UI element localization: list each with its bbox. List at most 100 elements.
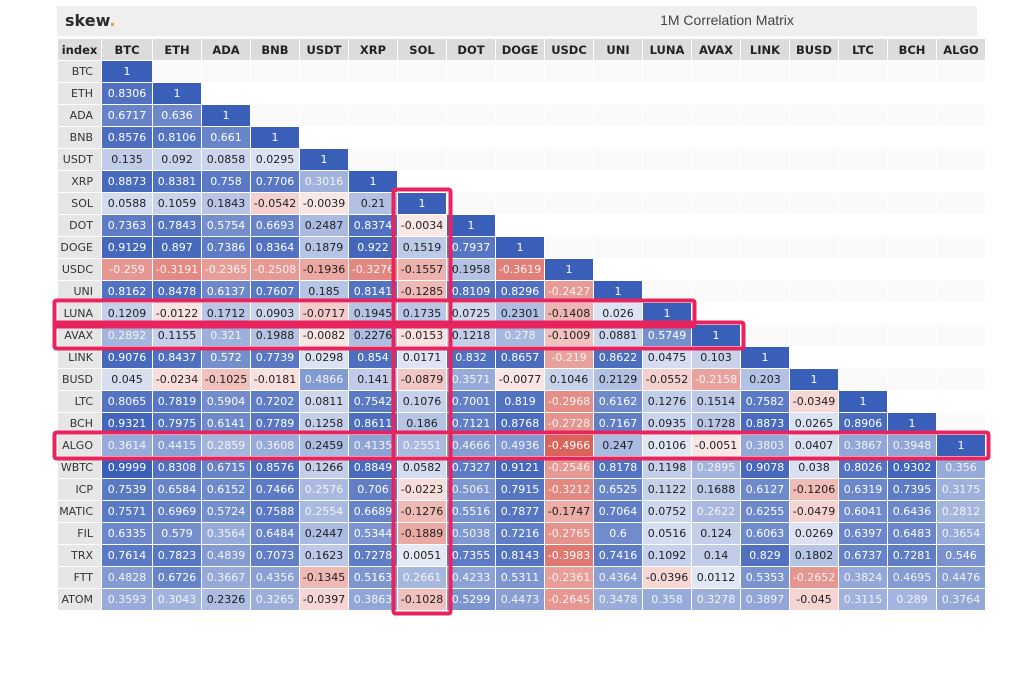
- column-header-usdt: USDT: [299, 38, 349, 61]
- cell-bch-busd: 0.0265: [789, 412, 839, 435]
- cell-fil-bnb: 0.6484: [250, 522, 300, 545]
- empty-cell: [887, 280, 937, 303]
- cell-algo-ada: 0.2859: [201, 434, 251, 457]
- cell-bch-bnb: 0.7789: [250, 412, 300, 435]
- empty-cell: [936, 60, 986, 83]
- empty-cell: [544, 170, 594, 193]
- cell-uni-ada: 0.6137: [201, 280, 251, 303]
- cell-luna-xrp: 0.1945: [348, 302, 398, 325]
- empty-cell: [936, 192, 986, 215]
- cell-icp-eth: 0.6584: [152, 478, 202, 501]
- empty-cell: [838, 302, 888, 325]
- cell-wbtc-sol: 0.0582: [397, 456, 447, 479]
- cell-matic-usdc: -0.1747: [544, 500, 594, 523]
- cell-xrp-bnb: 0.7706: [250, 170, 300, 193]
- cell-algo-dot: 0.4666: [446, 434, 496, 457]
- cell-ftt-bnb: 0.4356: [250, 566, 300, 589]
- column-header-usdc: USDC: [544, 38, 594, 61]
- cell-algo-luna: 0.0106: [642, 434, 692, 457]
- empty-cell: [789, 324, 839, 347]
- cell-ftt-dot: 0.4233: [446, 566, 496, 589]
- cell-ltc-sol: 0.1076: [397, 390, 447, 413]
- cell-atom-dot: 0.5299: [446, 588, 496, 611]
- matrix-row-trx: TRX 0.7614 0.7823 0.4839 0.7073 0.1623 0.7278 0…: [57, 544, 986, 567]
- empty-cell: [838, 368, 888, 391]
- cell-doge-sol: 0.1519: [397, 236, 447, 259]
- empty-cell: [887, 60, 937, 83]
- cell-ltc-luna: 0.1276: [642, 390, 692, 413]
- column-header-uni: UNI: [593, 38, 643, 61]
- cell-dot-dot: 1: [446, 214, 496, 237]
- cell-luna-uni: 0.026: [593, 302, 643, 325]
- cell-sol-bnb: -0.0542: [250, 192, 300, 215]
- cell-icp-luna: 0.1122: [642, 478, 692, 501]
- cell-uni-sol: -0.1285: [397, 280, 447, 303]
- column-header-ada: ADA: [201, 38, 251, 61]
- empty-cell: [887, 324, 937, 347]
- cell-link-dot: 0.832: [446, 346, 496, 369]
- empty-cell: [446, 82, 496, 105]
- empty-cell: [495, 192, 545, 215]
- cell-algo-usdt: 0.2459: [299, 434, 349, 457]
- cell-link-btc: 0.9076: [101, 346, 153, 369]
- cell-trx-bch: 0.7281: [887, 544, 937, 567]
- column-header-doge: DOGE: [495, 38, 545, 61]
- cell-bch-doge: 0.8768: [495, 412, 545, 435]
- cell-ltc-busd: -0.0349: [789, 390, 839, 413]
- empty-cell: [348, 126, 398, 149]
- cell-trx-algo: 0.546: [936, 544, 986, 567]
- empty-cell: [544, 82, 594, 105]
- empty-cell: [593, 60, 643, 83]
- cell-icp-btc: 0.7539: [101, 478, 153, 501]
- empty-cell: [152, 60, 202, 83]
- matrix-row-bch: BCH 0.9321 0.7975 0.6141 0.7789 0.1258 0.8611 0…: [57, 412, 986, 435]
- empty-cell: [544, 236, 594, 259]
- cell-fil-btc: 0.6335: [101, 522, 153, 545]
- cell-icp-ada: 0.6152: [201, 478, 251, 501]
- empty-cell: [691, 126, 741, 149]
- empty-cell: [348, 104, 398, 127]
- cell-wbtc-algo: 0.356: [936, 456, 986, 479]
- empty-cell: [642, 214, 692, 237]
- empty-cell: [887, 214, 937, 237]
- empty-cell: [887, 192, 937, 215]
- cell-matic-ltc: 0.6041: [838, 500, 888, 523]
- cell-algo-sol: 0.2551: [397, 434, 447, 457]
- row-label-ftt: FTT: [57, 566, 102, 589]
- cell-link-luna: 0.0475: [642, 346, 692, 369]
- cell-wbtc-btc: 0.9999: [101, 456, 153, 479]
- cell-xrp-usdt: 0.3016: [299, 170, 349, 193]
- cell-matic-xrp: 0.6689: [348, 500, 398, 523]
- cell-uni-dot: 0.8109: [446, 280, 496, 303]
- cell-usdt-ada: 0.0858: [201, 148, 251, 171]
- cell-wbtc-uni: 0.8178: [593, 456, 643, 479]
- cell-atom-bch: 0.289: [887, 588, 937, 611]
- empty-cell: [740, 280, 790, 303]
- matrix-row-doge: DOGE 0.9129 0.897 0.7386 0.8364 0.1879 0.922 0.…: [57, 236, 986, 259]
- empty-cell: [789, 104, 839, 127]
- cell-luna-dot: 0.0725: [446, 302, 496, 325]
- empty-cell: [789, 280, 839, 303]
- logo-text: skew: [65, 11, 110, 30]
- cell-atom-algo: 0.3764: [936, 588, 986, 611]
- cell-bch-ltc: 0.8906: [838, 412, 888, 435]
- cell-dot-sol: -0.0034: [397, 214, 447, 237]
- empty-cell: [691, 170, 741, 193]
- cell-ftt-usdc: -0.2361: [544, 566, 594, 589]
- cell-wbtc-usdc: -0.2546: [544, 456, 594, 479]
- cell-algo-doge: 0.4936: [495, 434, 545, 457]
- row-label-atom: ATOM: [57, 588, 102, 611]
- empty-cell: [544, 214, 594, 237]
- empty-cell: [740, 170, 790, 193]
- row-label-ada: ADA: [57, 104, 102, 127]
- row-label-algo: ALGO: [57, 434, 102, 457]
- cell-ltc-eth: 0.7819: [152, 390, 202, 413]
- empty-cell: [789, 192, 839, 215]
- cell-trx-doge: 0.8143: [495, 544, 545, 567]
- empty-cell: [691, 214, 741, 237]
- empty-cell: [838, 60, 888, 83]
- cell-matic-luna: 0.0752: [642, 500, 692, 523]
- cell-trx-link: 0.829: [740, 544, 790, 567]
- empty-cell: [397, 104, 447, 127]
- empty-cell: [740, 302, 790, 325]
